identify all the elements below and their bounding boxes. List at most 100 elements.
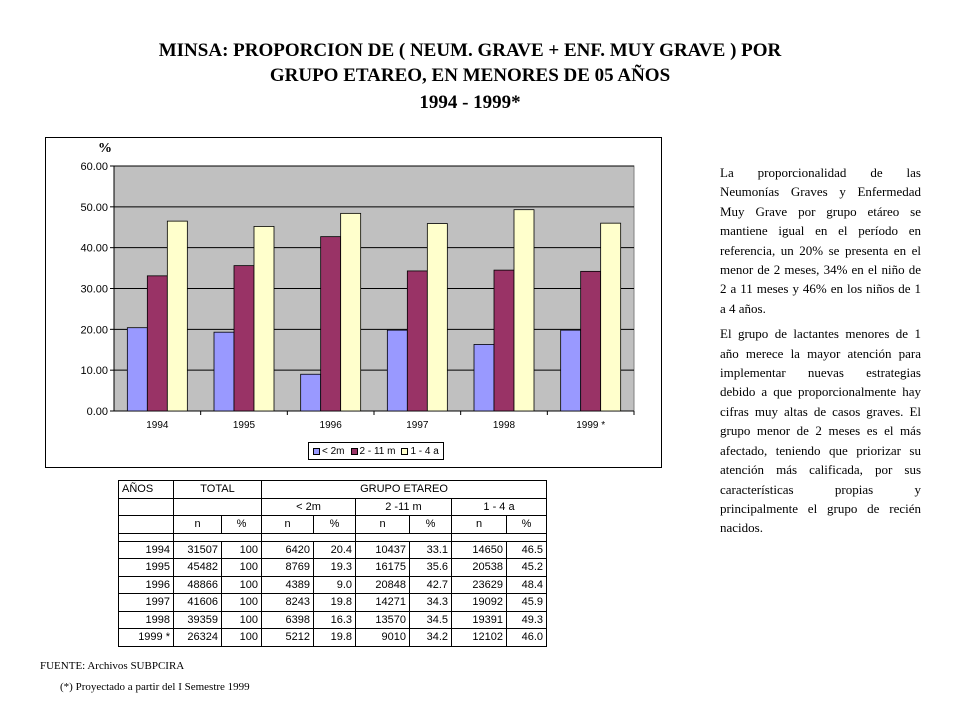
legend-item-lt2m: < 2m bbox=[313, 446, 345, 457]
header-2-11m: 2 -11 m bbox=[355, 497, 452, 516]
commentary-text: La proporcionalidad de las Neumonías Gra… bbox=[720, 163, 921, 544]
table-cell: 45.2 bbox=[506, 558, 547, 577]
x-tick-label: 1996 bbox=[320, 420, 343, 431]
table-cell: 35.6 bbox=[409, 558, 452, 577]
bar bbox=[473, 344, 495, 412]
table-cell: 23629 bbox=[451, 575, 507, 594]
bar bbox=[320, 236, 342, 412]
title-line-2: GRUPO ETAREO, EN MENORES DE 05 AÑOS bbox=[269, 65, 671, 86]
table-cell: 8769 bbox=[261, 558, 314, 577]
table-cell: 19.8 bbox=[313, 593, 356, 612]
bar bbox=[126, 327, 148, 412]
table-row: 1995 45482 100 8769 19.3 16175 35.6 20538 45.2 bbox=[118, 558, 547, 577]
legend-label-lt2m: < 2m bbox=[322, 445, 345, 457]
header-1-4a: 1 - 4 a bbox=[451, 497, 547, 516]
y-tick-label: 30.00 bbox=[80, 284, 108, 296]
table-cell-year: 1998 bbox=[118, 610, 174, 629]
header-empty bbox=[118, 515, 174, 534]
data-table: AÑOS TOTAL GRUPO ETAREO < 2m 2 -11 m 1 -… bbox=[118, 480, 547, 647]
bar bbox=[253, 226, 275, 412]
table-cell: 13570 bbox=[355, 610, 410, 629]
table-cell: 20.4 bbox=[313, 540, 356, 559]
table-cell: 34.5 bbox=[409, 610, 452, 629]
table-cell: 9.0 bbox=[313, 575, 356, 594]
table-header-row-1: AÑOS TOTAL GRUPO ETAREO bbox=[118, 480, 547, 499]
bar bbox=[426, 223, 448, 412]
header-n: n bbox=[173, 515, 222, 534]
spacer-cell bbox=[118, 532, 174, 542]
table-header-row-3: n % n % n % n % bbox=[118, 515, 547, 534]
table-cell: 12102 bbox=[451, 628, 507, 647]
y-tick-label: 20.00 bbox=[80, 324, 108, 336]
table-cell: 100 bbox=[221, 540, 262, 559]
bar bbox=[580, 270, 602, 412]
table-row: 1999 * 26324 100 5212 19.8 9010 34.2 12102 46.0 bbox=[118, 628, 547, 647]
bar bbox=[406, 270, 428, 412]
spacer-cell bbox=[173, 532, 262, 542]
bar-chart: 0.00 10.00 20.00 30.00 40.00 50.00 60.00% 1994 1… bbox=[45, 137, 662, 468]
table-cell: 6420 bbox=[261, 540, 314, 559]
y-tick-label: 50.00 bbox=[80, 202, 108, 214]
table-cell: 48866 bbox=[173, 575, 222, 594]
bar bbox=[600, 222, 622, 412]
projection-note: (*) Proyectado a partir del I Semestre 1… bbox=[60, 681, 250, 693]
header-n: n bbox=[355, 515, 410, 534]
table-cell: 33.1 bbox=[409, 540, 452, 559]
table-cell: 49.3 bbox=[506, 610, 547, 629]
legend-label-1-4a: 1 - 4 a bbox=[410, 445, 439, 457]
header-empty bbox=[118, 497, 174, 516]
y-tick-label: 10.00 bbox=[80, 365, 108, 377]
table-cell: 46.0 bbox=[506, 628, 547, 647]
title-line-3: 1994 - 1999* bbox=[419, 92, 521, 113]
header-n: n bbox=[261, 515, 314, 534]
table-cell: 8243 bbox=[261, 593, 314, 612]
table-cell-year: 1994 bbox=[118, 540, 174, 559]
legend-item-1-4a: 1 - 4 a bbox=[401, 445, 439, 457]
table-cell: 20848 bbox=[355, 575, 410, 594]
table-cell: 100 bbox=[221, 575, 262, 594]
spacer-cell bbox=[355, 532, 452, 542]
table-cell-year: 1999 * bbox=[118, 628, 174, 647]
bar bbox=[340, 212, 362, 412]
table-cell: 26324 bbox=[173, 628, 222, 647]
table-cell: 48.4 bbox=[506, 575, 547, 594]
table-cell: 19.8 bbox=[313, 628, 356, 647]
bar bbox=[560, 329, 582, 412]
header-total: TOTAL bbox=[173, 480, 262, 499]
x-tick-label: 1997 bbox=[406, 420, 429, 431]
table-cell: 39359 bbox=[173, 610, 222, 629]
table-cell: 45.9 bbox=[506, 593, 547, 612]
y-axis-label: % bbox=[98, 141, 112, 156]
table-cell: 14650 bbox=[451, 540, 507, 559]
table-cell: 34.3 bbox=[409, 593, 452, 612]
table-cell: 10437 bbox=[355, 540, 410, 559]
table-cell-year: 1995 bbox=[118, 558, 174, 577]
table-cell: 5212 bbox=[261, 628, 314, 647]
legend-item-2-11m: 2 - 11 m bbox=[350, 445, 396, 457]
table-row: 1996 48866 100 4389 9.0 20848 42.7 23629 48.4 bbox=[118, 575, 547, 594]
header-pct: % bbox=[221, 515, 262, 534]
legend-swatch-2-11m bbox=[350, 447, 358, 455]
bar bbox=[233, 265, 255, 412]
page-title: MINSA: PROPORCION DE ( NEUM. GRAVE + ENF… bbox=[100, 38, 840, 115]
x-tick-label: 1999 * bbox=[576, 420, 605, 431]
table-cell: 45482 bbox=[173, 558, 222, 577]
legend-swatch-lt2m bbox=[313, 447, 320, 455]
header-pct: % bbox=[506, 515, 547, 534]
bar bbox=[493, 269, 515, 412]
table-cell: 16.3 bbox=[313, 610, 356, 629]
table-cell: 4389 bbox=[261, 575, 314, 594]
table-row: 1998 39359 100 6398 16.3 13570 34.5 19391 49.3 bbox=[118, 610, 547, 629]
x-tick-label: 1998 bbox=[493, 420, 516, 431]
commentary-paragraph-1: La proporcionalidad de las Neumonías Gra… bbox=[720, 165, 921, 316]
table-cell: 20538 bbox=[451, 558, 507, 577]
bar bbox=[146, 275, 168, 412]
table-cell: 6398 bbox=[261, 610, 314, 629]
chart-legend: < 2m 2 - 11 m 1 - 4 a bbox=[308, 442, 444, 460]
spacer-cell bbox=[261, 532, 356, 542]
source-note: FUENTE: Archivos SUBPCIRA bbox=[40, 660, 185, 672]
legend-label-2-11m: 2 - 11 m bbox=[359, 445, 396, 457]
table-cell: 100 bbox=[221, 610, 262, 629]
header-anos: AÑOS bbox=[118, 480, 174, 499]
table-cell: 42.7 bbox=[409, 575, 452, 594]
